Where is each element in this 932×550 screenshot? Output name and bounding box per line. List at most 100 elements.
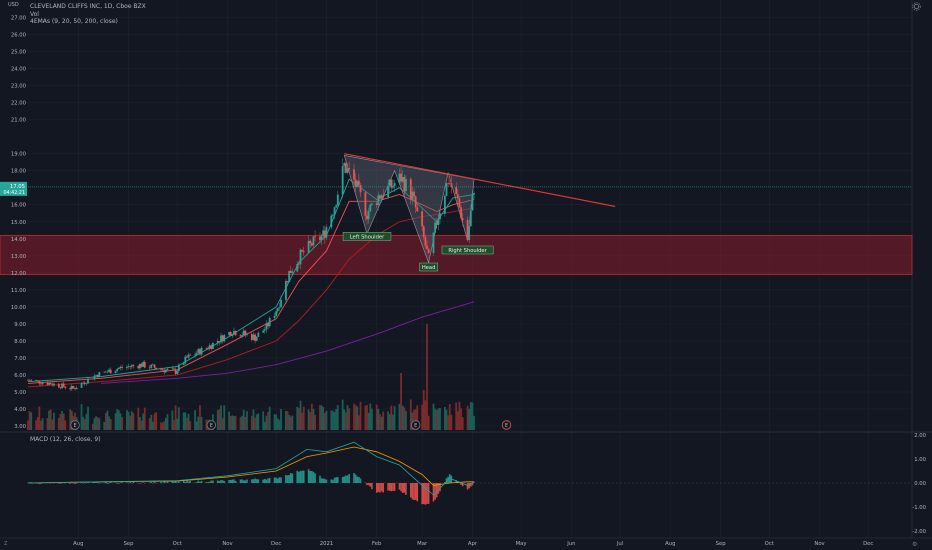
annotation-left-shoulder[interactable]: Left Shoulder — [342, 232, 392, 241]
neckline-trendline[interactable] — [28, 153, 912, 207]
volume-bar — [354, 405, 357, 430]
candle — [234, 330, 237, 336]
volume-bar — [291, 415, 294, 430]
price-tick[interactable]: 18.00 — [11, 169, 27, 175]
annotation-head[interactable]: Head — [419, 262, 438, 272]
price-tick[interactable]: 21.00 — [11, 118, 27, 124]
price-tick[interactable]: 8.00 — [14, 339, 26, 345]
price-tick[interactable]: 4.00 — [14, 407, 26, 413]
price-tick[interactable]: 11.00 — [11, 288, 27, 294]
candle — [96, 374, 99, 378]
macd-histogram-bar — [345, 475, 347, 483]
volume-bar — [109, 418, 112, 430]
candle — [319, 236, 321, 241]
time-tick[interactable]: Aug — [665, 541, 675, 547]
time-tick[interactable]: Nov — [222, 541, 232, 547]
time-tick[interactable]: Feb — [372, 541, 382, 547]
volume-bar — [104, 412, 107, 430]
price-tick[interactable]: 14.00 — [11, 237, 27, 243]
time-tick[interactable]: Dec — [863, 541, 873, 547]
candle — [80, 383, 83, 388]
price-tick[interactable]: 19.00 — [11, 152, 27, 158]
zoom-toggle[interactable]: Z — [4, 541, 8, 547]
earnings-marker[interactable]: E — [70, 420, 80, 430]
candle — [289, 270, 292, 273]
time-tick[interactable]: Jul — [616, 541, 623, 547]
price-tick[interactable]: 12.00 — [11, 271, 27, 277]
volume-bar — [46, 418, 49, 430]
time-axis[interactable]: Aug Sep Oct Nov Dec 2021 Feb Mar Apr May Jun Jul Aug… — [0, 537, 932, 548]
macd-histogram-bar — [210, 480, 213, 483]
annotations[interactable]: Left Shoulder Head Right Shoulder — [342, 232, 494, 272]
price-tick[interactable]: 9.00 — [14, 322, 26, 328]
time-tick[interactable]: Oct — [173, 541, 182, 547]
volume-bar — [341, 399, 344, 430]
candle — [448, 183, 451, 184]
time-tick[interactable]: 2021 — [320, 541, 333, 547]
candle — [405, 179, 407, 192]
last-price-badge[interactable] — [0, 181, 27, 196]
price-tick[interactable]: 27.00 — [11, 16, 27, 22]
candle — [377, 195, 380, 206]
macd-histogram-bar — [401, 483, 404, 493]
time-tick[interactable]: Oct — [765, 541, 774, 547]
price-tick[interactable]: 6.00 — [14, 373, 26, 379]
candle — [255, 336, 258, 341]
earnings-marker[interactable]: E — [501, 420, 512, 430]
support-zone-rect[interactable] — [0, 234, 913, 275]
volume-bar — [426, 324, 428, 430]
price-tick[interactable]: 22.00 — [11, 101, 27, 107]
time-tick[interactable]: Sep — [716, 541, 727, 547]
candle — [75, 387, 78, 390]
volume-bar — [367, 413, 370, 430]
time-tick[interactable]: Dec — [271, 541, 281, 547]
macd-histogram-bar — [174, 481, 177, 483]
price-axis[interactable]: 3.00 4.00 5.00 6.00 7.00 8.00 9.00 10.00 11.00 12… — [0, 16, 27, 430]
macd-legend[interactable]: MACD (12, 26, close, 9) — [30, 436, 101, 443]
macd-histogram-bar — [413, 483, 415, 501]
volume-bar — [148, 418, 151, 430]
earnings-marker[interactable]: E — [206, 420, 216, 430]
candle — [370, 203, 373, 205]
time-tick[interactable]: Jun — [566, 541, 575, 547]
price-tick[interactable]: 26.00 — [11, 33, 27, 39]
volume-bar — [370, 408, 373, 430]
price-tick[interactable]: 13.00 — [11, 254, 27, 260]
macd-histogram-bar — [460, 483, 462, 485]
volume-bar — [461, 417, 464, 430]
ema-legend[interactable]: 4EMAs (9, 20, 50, 200, close) — [30, 18, 118, 25]
annotation-right-shoulder[interactable]: Right Shoulder — [441, 245, 494, 255]
volume-legend[interactable]: Vol — [30, 10, 39, 18]
time-tick[interactable]: Apr — [468, 541, 478, 547]
neckline[interactable] — [344, 153, 616, 207]
earnings-marker[interactable]: E — [410, 420, 421, 430]
settings-icon[interactable] — [912, 2, 921, 11]
price-tick[interactable]: 5.00 — [14, 390, 26, 396]
candle — [413, 191, 415, 197]
time-tick[interactable]: Aug — [73, 541, 83, 547]
macd-tick: -1.00 — [912, 505, 926, 511]
macd-histogram-bar — [466, 483, 469, 490]
axis-settings-icon[interactable]: ⚙ — [912, 541, 917, 548]
price-tick[interactable]: 15.00 — [11, 220, 27, 226]
price-tick[interactable]: 24.00 — [11, 67, 27, 73]
price-tick[interactable]: 25.00 — [11, 50, 27, 56]
price-tick[interactable]: 3.00 — [14, 424, 26, 430]
candle — [220, 335, 222, 343]
price-tick[interactable]: 16.00 — [11, 203, 27, 209]
price-tick[interactable]: 10.00 — [11, 305, 27, 311]
time-tick[interactable]: May — [516, 541, 527, 547]
candle — [445, 183, 448, 196]
time-tick[interactable]: Nov — [814, 541, 824, 547]
macd-histogram-bar — [92, 482, 94, 483]
volume-bar — [91, 423, 94, 430]
time-tick[interactable]: Sep — [124, 541, 135, 547]
macd-histogram-bar — [288, 474, 290, 483]
price-tick[interactable]: 7.00 — [14, 356, 26, 362]
symbol-title[interactable]: CLEVELAND CLIFFS INC, 1D, Cboe BZX — [30, 3, 146, 10]
price-tick[interactable]: 23.00 — [11, 84, 27, 90]
time-tick[interactable]: Mar — [417, 541, 428, 547]
macd-histogram-bar — [382, 483, 385, 493]
